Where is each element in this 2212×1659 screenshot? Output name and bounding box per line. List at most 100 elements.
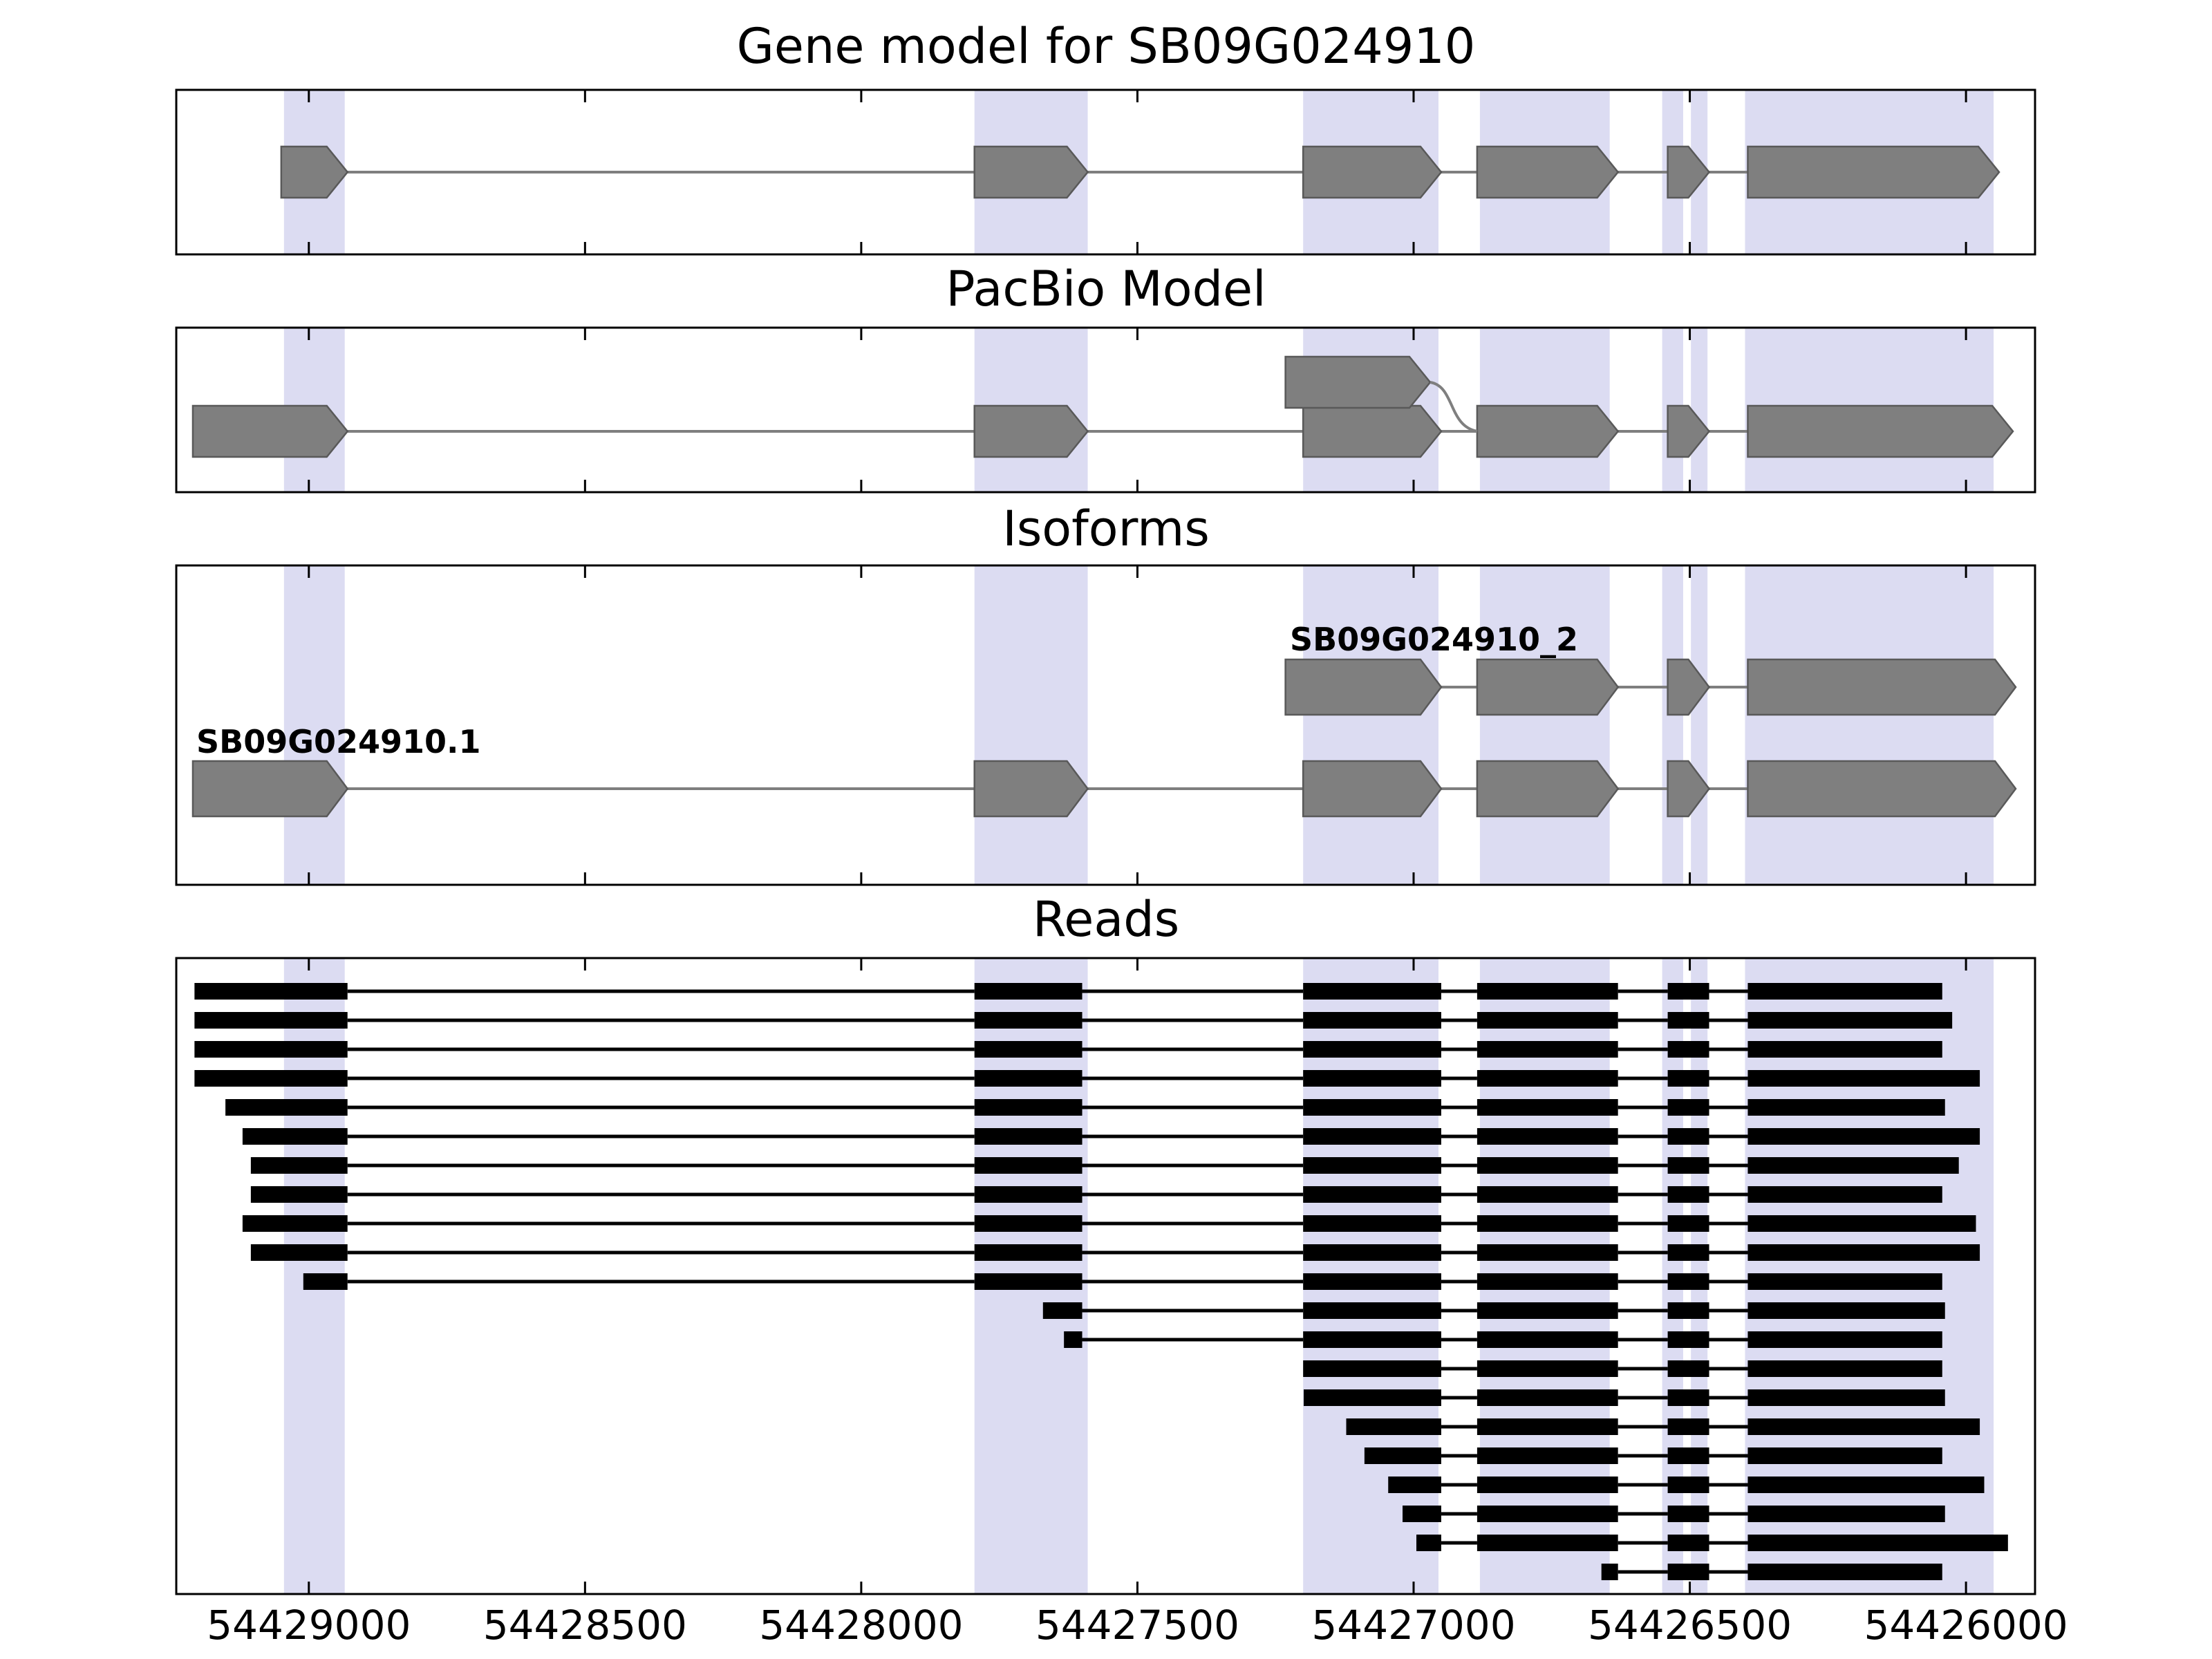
read-block: [1667, 1215, 1709, 1232]
read-block: [1747, 1070, 1980, 1087]
panel-frame: [175, 957, 2036, 1595]
read-block: [1388, 1477, 1441, 1493]
exon-shape: [280, 145, 349, 199]
x-tick-label: 54426500: [1587, 1602, 1792, 1649]
read-block: [1747, 1244, 1980, 1261]
read-block: [1403, 1506, 1441, 1522]
read-block: [1477, 1186, 1618, 1203]
exon-shape: [1747, 404, 2014, 458]
read-block: [1667, 1012, 1709, 1029]
read-block: [1303, 1041, 1441, 1058]
read-block: [1477, 1331, 1618, 1348]
read-block: [974, 1273, 1082, 1290]
read-block: [194, 1041, 348, 1058]
read-block: [1477, 1012, 1618, 1029]
read-block: [1303, 1012, 1441, 1029]
read-block: [1303, 1186, 1441, 1203]
read-block: [974, 1244, 1082, 1261]
gene-model-panel-title: Gene model for SB09G024910: [736, 18, 1476, 75]
exon-shape: [1747, 760, 2017, 818]
read-block: [1747, 1157, 1959, 1174]
panel-frame: [175, 88, 2036, 256]
read-block: [1667, 983, 1709, 1000]
highlight-band: [283, 565, 345, 885]
read-block: [974, 983, 1082, 1000]
highlight-band: [1303, 565, 1438, 885]
highlight-band: [1691, 565, 1708, 885]
read-block: [1064, 1331, 1082, 1348]
read-block: [1477, 1273, 1618, 1290]
read-block: [1747, 983, 1942, 1000]
read-block: [1477, 1041, 1618, 1058]
panel-frame: [175, 326, 2036, 494]
read-block: [194, 1070, 348, 1087]
read-block: [1667, 1157, 1709, 1174]
exon-shape: [191, 760, 349, 818]
read-block: [1747, 1564, 1942, 1580]
read-block: [1667, 1099, 1709, 1116]
read-block: [1667, 1360, 1709, 1377]
x-tick-label: 54427500: [1035, 1602, 1240, 1649]
read-block: [974, 1099, 1082, 1116]
read-block: [1667, 1418, 1709, 1435]
read-block: [1303, 1070, 1441, 1087]
read-block: [1747, 1477, 1985, 1493]
read-block: [1667, 1331, 1709, 1348]
exon-shape: [1284, 355, 1432, 409]
exon-shape: [1284, 658, 1443, 716]
exon-shape: [1476, 658, 1620, 716]
read-block: [1477, 1506, 1618, 1522]
exon-shape: [1667, 145, 1711, 199]
read-block: [974, 1157, 1082, 1174]
read-block: [1747, 1128, 1980, 1145]
isoforms-panel-title: Isoforms: [1002, 500, 1210, 557]
read-block: [1747, 1302, 1945, 1319]
highlight-band: [974, 565, 1088, 885]
read-block: [1477, 1477, 1618, 1493]
read-block: [1416, 1535, 1441, 1551]
read-block: [1477, 1128, 1618, 1145]
reads-panel-title: Reads: [1032, 891, 1180, 948]
read-block: [1667, 1244, 1709, 1261]
read-block: [1747, 1447, 1942, 1464]
x-tick-label: 54428000: [759, 1602, 964, 1649]
read-block: [1303, 983, 1441, 1000]
read-block: [1747, 1331, 1942, 1348]
read-block: [1477, 1418, 1618, 1435]
read-block: [1477, 1389, 1618, 1406]
read-block: [250, 1244, 348, 1261]
read-block: [1303, 1331, 1441, 1348]
exon-shape: [1302, 404, 1443, 458]
exon-shape: [1667, 404, 1711, 458]
read-block: [1747, 1535, 2008, 1551]
read-block: [1601, 1564, 1618, 1580]
read-block: [1303, 1215, 1441, 1232]
exon-shape: [1747, 658, 2017, 716]
read-block: [1667, 1302, 1709, 1319]
x-tick-label: 54428500: [482, 1602, 687, 1649]
exon-shape: [1302, 760, 1443, 818]
read-block: [1303, 1360, 1441, 1377]
exon-shape: [1667, 760, 1711, 818]
exon-shape: [973, 760, 1089, 818]
read-block: [1477, 1215, 1618, 1232]
read-block: [1303, 1273, 1441, 1290]
read-block: [1364, 1447, 1441, 1464]
read-block: [1747, 1418, 1980, 1435]
highlight-band: [1479, 565, 1610, 885]
read-block: [1667, 1564, 1709, 1580]
read-block: [1667, 1128, 1709, 1145]
highlight-band: [1745, 565, 1994, 885]
read-block: [225, 1099, 348, 1116]
read-block: [1667, 1535, 1709, 1551]
read-block: [974, 1070, 1082, 1087]
exon-shape: [1476, 404, 1620, 458]
read-block: [1477, 1157, 1618, 1174]
read-block: [1667, 1389, 1709, 1406]
read-block: [1747, 1273, 1942, 1290]
read-block: [194, 983, 348, 1000]
exon-shape: [191, 404, 349, 458]
read-block: [242, 1128, 348, 1145]
